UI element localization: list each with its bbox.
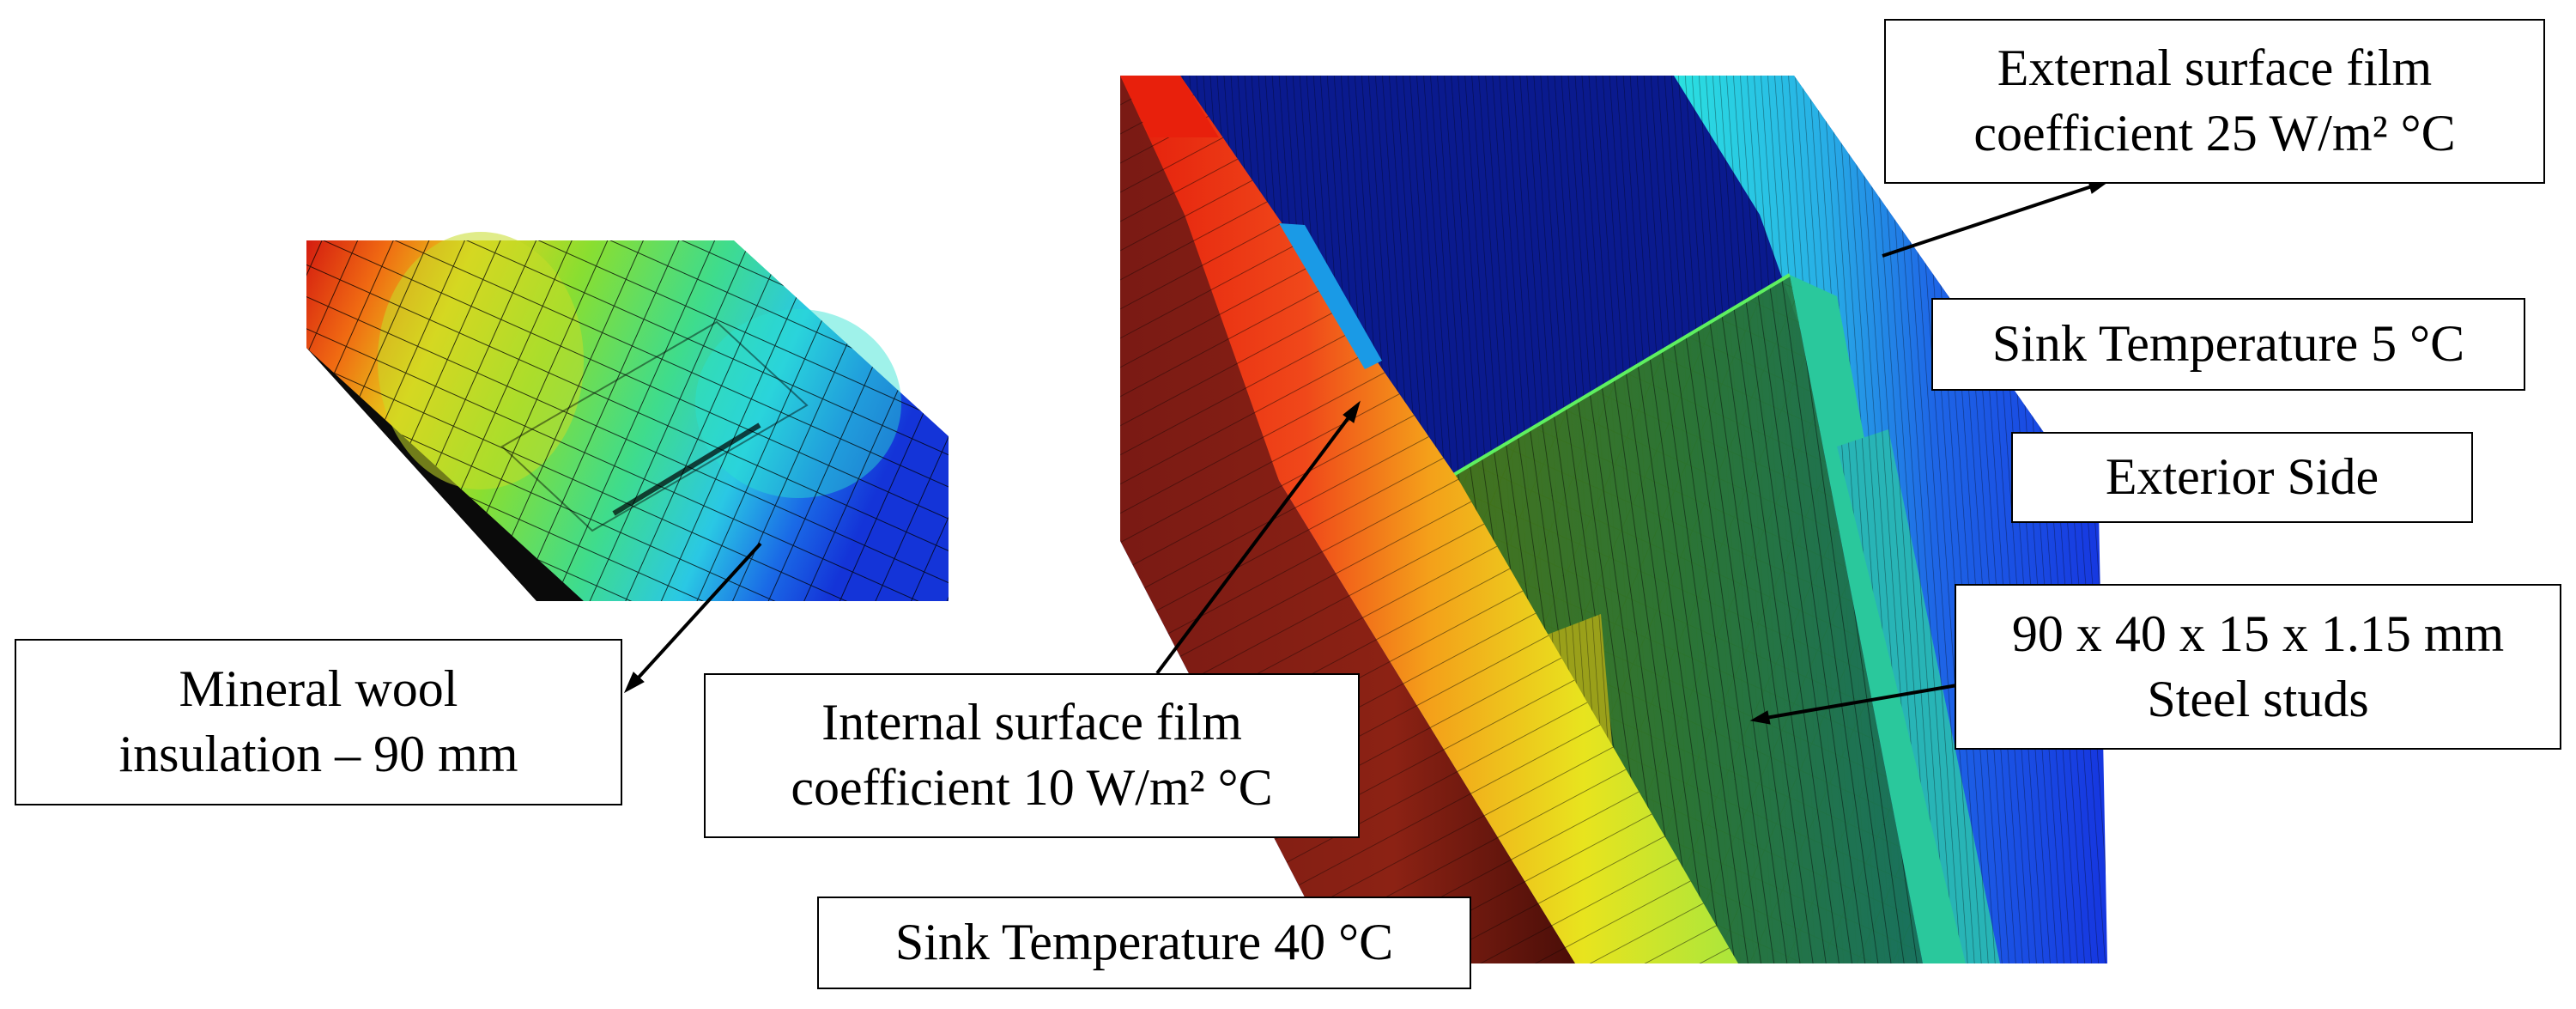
exterior-side-text: Exterior Side [2105,448,2379,506]
sink-temp-40-text: Sink Temperature 40 °C [894,914,1394,971]
arrow-internal-film [1155,415,1351,675]
external-film-label-line1: External surface film [1997,40,2433,97]
steel-stud-flange [1790,275,1966,963]
stud-trace-line [612,422,761,516]
insulation-contour-plot [306,232,949,601]
interior-board-strip-mesh [1120,76,1738,963]
internal-film-label-line1: Internal surface film [821,694,1242,751]
interior-top-edge [1120,76,1219,137]
arrow-mineral-wool [635,542,762,681]
mineral-wool-label-line2: insulation – 90 mm [118,726,518,782]
arrow-internal-film-head [1343,400,1361,423]
stud-lip-mesh [1837,429,2000,963]
board-cold-edge [1279,223,1382,369]
mineral-wool-label-line1: Mineral wool [179,660,458,718]
arrow-mineral-wool-head [623,672,645,694]
sink-temp-5-label: Sink Temperature 5 °C [1931,298,2525,391]
internal-film-label-line2: coefficient 10 W/m² °C [791,759,1273,816]
arrow-steel-studs [1765,684,1958,720]
steel-studs-label-line2: Steel studs [2147,670,2369,727]
external-film-label-line2: coefficient 25 W/m² °C [1973,105,2456,161]
stud-top-edge [1449,273,1791,478]
arrow-external-film [1882,184,2095,258]
sink-temp-40-label: Sink Temperature 40 °C [817,897,1471,989]
external-film-label: External surface film coefficient 25 W/m… [1884,19,2545,184]
mineral-wool-label: Mineral wool insulation – 90 mm [15,639,622,805]
arrow-steel-studs-head [1749,710,1771,725]
sink-temp-5-text: Sink Temperature 5 °C [1991,315,2465,373]
insulation-mesh [306,240,949,601]
steel-studs-label-line1: 90 x 40 x 15 x 1.15 mm [2011,605,2505,662]
steel-studs-label: 90 x 40 x 15 x 1.15 mm Steel studs [1955,584,2561,750]
exterior-side-label: Exterior Side [2011,432,2473,523]
internal-film-label: Internal surface film coefficient 10 W/m… [704,673,1360,838]
stud-trace-outline [500,320,809,532]
